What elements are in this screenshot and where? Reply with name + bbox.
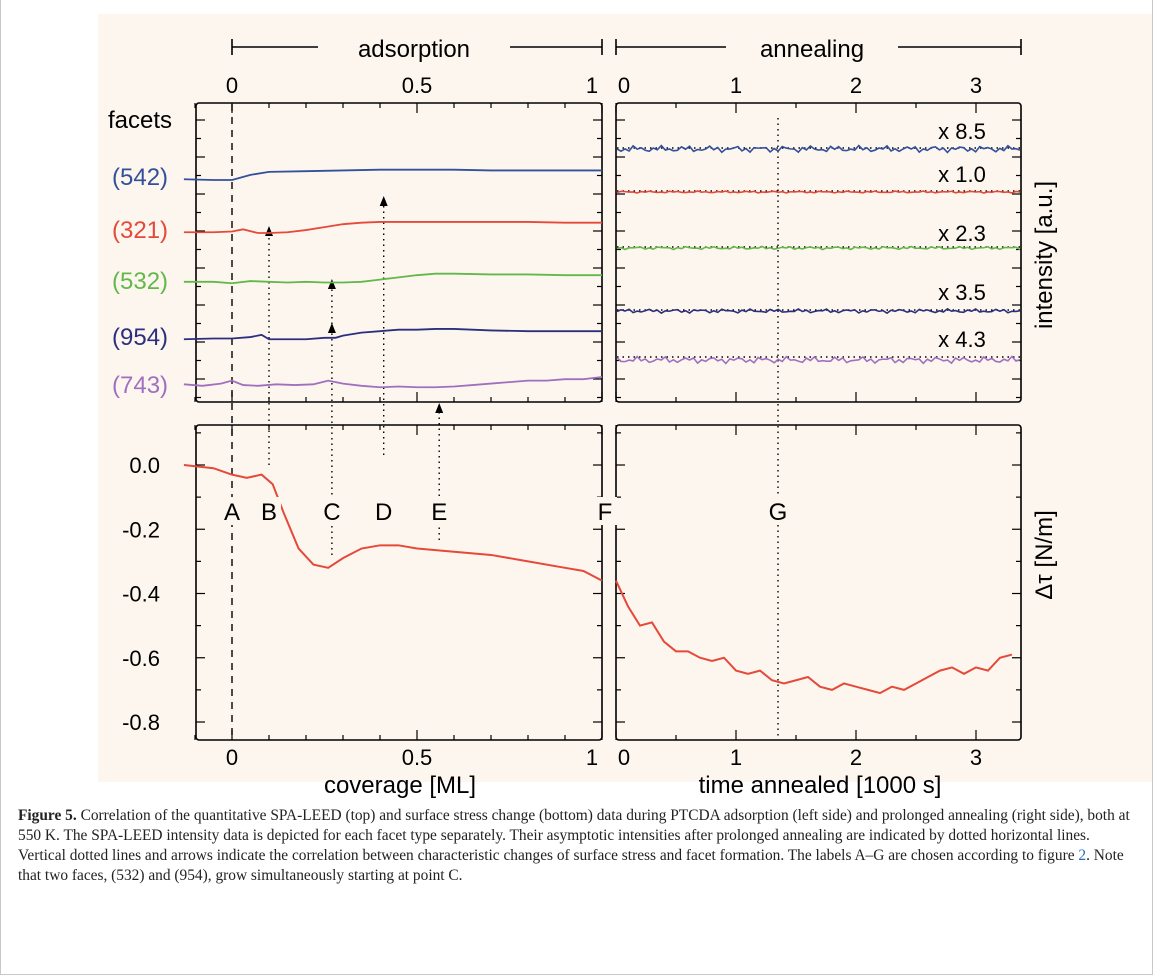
annealing-series-line-542 bbox=[616, 144, 1021, 154]
correlation-arrow-head bbox=[327, 323, 336, 333]
top-left-x-tick-label: 0.5 bbox=[402, 73, 433, 98]
series-line-532 bbox=[183, 272, 602, 285]
annealing-series-line-954 bbox=[616, 307, 1021, 315]
figure-5-plot: adsorption annealing 0 0.5 1 0 1 2 3 0 0.5 1 0 1 2 3… bbox=[108, 34, 1058, 799]
bottom-right-x-tick-label: 3 bbox=[970, 745, 982, 770]
annealing-header-bg bbox=[726, 34, 898, 60]
figure-caption: Figure 5. Correlation of the quantitativ… bbox=[18, 806, 1133, 886]
bottom-left-x-tick-label: 0 bbox=[226, 745, 238, 770]
bottom-left-x-tick-label: 1 bbox=[586, 745, 598, 770]
correlation-arrow-head bbox=[327, 279, 336, 289]
top-right-panel-frame bbox=[615, 102, 1022, 403]
stress-annealing-line bbox=[615, 580, 1013, 695]
scale-factor-label: x 2.3 bbox=[938, 221, 986, 246]
bottom-y-tick-label: 0.0 bbox=[129, 453, 160, 478]
point-label-bg bbox=[222, 497, 244, 525]
bottom-y-tick-label: -0.8 bbox=[122, 710, 160, 735]
caption-text-end: . Note that two faces, (532) and (954), … bbox=[18, 847, 1124, 884]
point-label-bg bbox=[768, 497, 790, 525]
top-y-axis-title: intensity [a.u.] bbox=[1031, 181, 1058, 329]
point-label-C: C bbox=[323, 499, 340, 526]
scale-factor-label: x 3.5 bbox=[938, 280, 986, 305]
facet-label-743: (743) bbox=[112, 372, 168, 399]
bottom-right-x-tick-label: 1 bbox=[730, 745, 742, 770]
annealing-series-line-743 bbox=[616, 355, 1021, 365]
bottom-y-tick-label: -0.2 bbox=[122, 517, 160, 542]
facet-label-542: (542) bbox=[112, 164, 168, 191]
bottom-left-x-axis-title: coverage [ML] bbox=[324, 772, 476, 799]
series-line-743 bbox=[183, 376, 603, 389]
annealing-header: annealing bbox=[760, 36, 864, 63]
facet-label-321: (321) bbox=[112, 217, 168, 244]
facet-label-954: (954) bbox=[112, 324, 168, 351]
series-line-542 bbox=[183, 168, 602, 181]
point-label-G: G bbox=[769, 499, 788, 526]
point-label-D: D bbox=[375, 499, 392, 526]
guides bbox=[231, 104, 1020, 738]
bottom-y-tick-label: -0.6 bbox=[122, 646, 160, 671]
bottom-y-axis-title: Δτ [N/m] bbox=[1031, 510, 1058, 600]
top-right-x-tick-label: 1 bbox=[730, 73, 742, 98]
point-label-bg bbox=[321, 497, 344, 525]
stress-adsorption-line bbox=[183, 464, 603, 582]
caption-figure-link[interactable]: 2 bbox=[1078, 847, 1087, 864]
bottom-right-x-axis-title: time annealed [1000 s] bbox=[699, 772, 942, 799]
point-label-F: F bbox=[598, 499, 613, 526]
scale-factor-label: x 8.5 bbox=[938, 119, 986, 144]
annealing-series-line-532 bbox=[616, 245, 1021, 251]
header-layer: adsorption annealing bbox=[231, 34, 1022, 63]
series-line-321 bbox=[183, 221, 602, 234]
top-tick-labels: 0 0.5 1 0 1 2 3 bbox=[226, 73, 982, 98]
adsorption-header-bg bbox=[318, 34, 510, 60]
top-left-x-tick-label: 0 bbox=[226, 73, 238, 98]
point-label-bg bbox=[259, 497, 281, 525]
bottom-right-panel-frame bbox=[615, 424, 1022, 741]
annealing-series-line-321 bbox=[616, 190, 1021, 194]
adsorption-header: adsorption bbox=[358, 36, 470, 63]
point-label-bg bbox=[373, 497, 396, 525]
bottom-left-panel-frame bbox=[195, 424, 603, 741]
top-right-x-tick-label: 2 bbox=[850, 73, 862, 98]
point-label-E: E bbox=[431, 499, 447, 526]
top-right-x-tick-label: 3 bbox=[970, 73, 982, 98]
scale-factor-label: x 4.3 bbox=[938, 327, 986, 352]
point-label-bg bbox=[595, 497, 617, 525]
correlation-arrow-head bbox=[435, 403, 444, 413]
correlation-arrow-head bbox=[379, 196, 388, 206]
series-layer bbox=[183, 144, 1021, 695]
caption-text: Correlation of the quantitative SPA-LEED… bbox=[18, 807, 1130, 864]
bottom-left-x-tick-label: 0.5 bbox=[402, 745, 433, 770]
bottom-y-tick-label: -0.4 bbox=[122, 582, 160, 607]
point-label-B: B bbox=[261, 499, 277, 526]
point-label-bg bbox=[429, 497, 452, 525]
correlation-arrow-head bbox=[265, 226, 273, 236]
facet-label-532: (532) bbox=[112, 268, 168, 295]
caption-label: Figure 5. bbox=[18, 807, 77, 824]
top-left-x-tick-label: 1 bbox=[586, 73, 598, 98]
bottom-right-x-tick-label: 0 bbox=[618, 745, 630, 770]
top-right-x-tick-label: 0 bbox=[618, 73, 630, 98]
series-line-954 bbox=[183, 328, 602, 341]
scale-factor-label: x 1.0 bbox=[938, 162, 986, 187]
bottom-right-x-tick-label: 2 bbox=[850, 745, 862, 770]
facets-column-title: facets bbox=[108, 107, 172, 134]
panels bbox=[194, 102, 1022, 741]
top-left-panel-frame bbox=[195, 102, 603, 403]
point-label-A: A bbox=[224, 499, 240, 526]
